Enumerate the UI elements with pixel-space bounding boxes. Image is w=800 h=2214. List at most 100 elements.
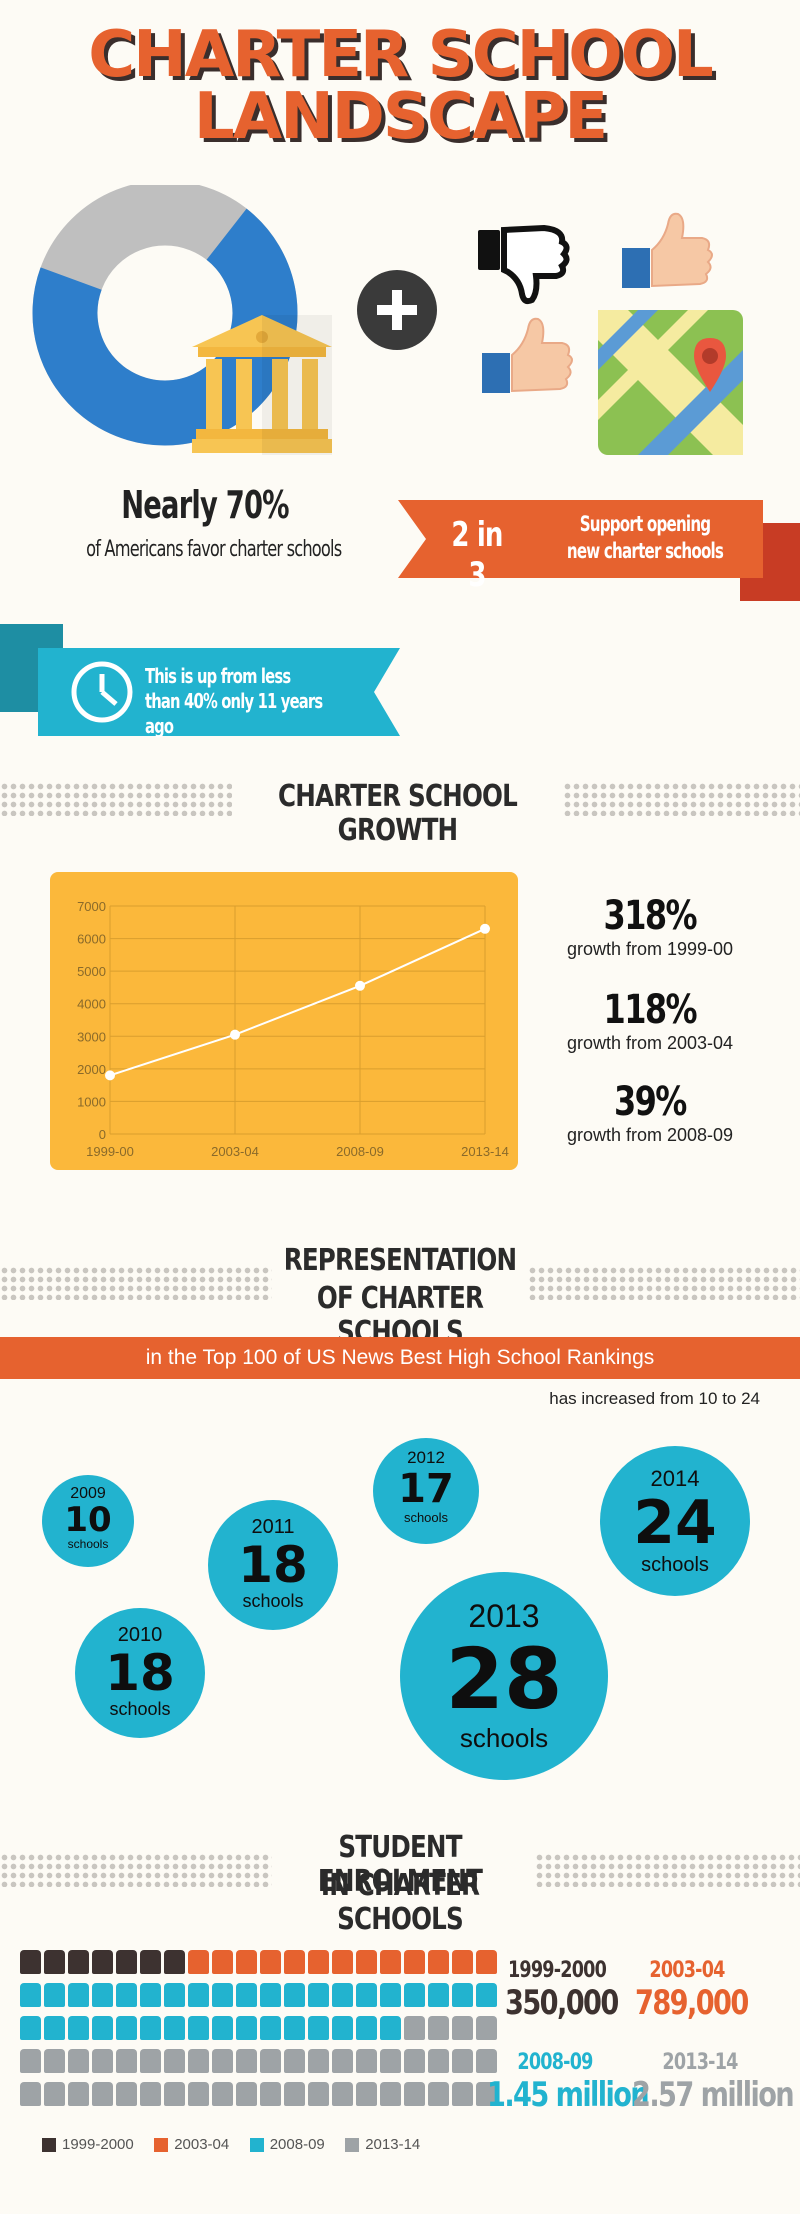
student-icon (92, 1950, 113, 1974)
student-icon (476, 2082, 497, 2106)
legend-item: 2003-04 (154, 2136, 229, 2153)
student-icon (140, 2049, 161, 2073)
growth-stat: 39% growth from 2008-09 (540, 1079, 760, 1146)
y-tick-label: 6000 (77, 932, 106, 947)
section-divider-dots (0, 1853, 272, 1887)
legend-swatch (42, 2137, 56, 2152)
student-icon (380, 2016, 401, 2040)
bubble-count: 18 (105, 1644, 175, 1702)
ranking-bubble-2012: 2012 17 schools (373, 1438, 479, 1544)
data-point (355, 980, 365, 991)
student-icon (284, 2016, 305, 2040)
student-icon (44, 1950, 65, 1974)
student-icon (116, 1983, 137, 2007)
student-icon (404, 2082, 425, 2106)
rankings-banner: in the Top 100 of US News Best High Scho… (0, 1337, 800, 1379)
ranking-bubble-2011: 2011 18 schools (208, 1500, 338, 1630)
bubble-year: 2009 (70, 1485, 106, 1502)
student-icon (20, 1983, 41, 2007)
student-icon (452, 1983, 473, 2007)
bubble-unit: schools (403, 1510, 449, 1525)
legend-label: 2003-04 (174, 2136, 230, 2153)
enrolment-value: 1.45 million (487, 2075, 650, 2115)
student-icon (68, 2082, 89, 2106)
ranking-bubble-2010: 2010 18 schools (75, 1608, 205, 1738)
bubble-year: 2010 (117, 1624, 163, 1646)
growth-stat-value: 318% (603, 893, 698, 939)
student-icon (212, 1950, 233, 1974)
bubble-unit: schools (641, 1554, 709, 1576)
y-tick-label: 4000 (77, 997, 106, 1012)
legend-label: 2008-09 (269, 2136, 325, 2153)
bubble-year: 2011 (251, 1516, 295, 1538)
student-icon (284, 2082, 305, 2106)
thumbs-down-icon (478, 224, 570, 305)
y-tick-label: 1000 (77, 1094, 106, 1109)
bubble-unit: schools (242, 1591, 304, 1611)
enrolment-stat: 1999-2000 350,000 (492, 1958, 622, 2023)
student-icon (380, 1983, 401, 2007)
student-icon (428, 2082, 449, 2106)
x-tick-label: 1999-00 (86, 1144, 134, 1159)
student-icon (332, 1983, 353, 2007)
growth-stat-label: growth from 1999-00 (566, 939, 734, 959)
ranking-bubble-2014: 2014 24 schools (600, 1446, 750, 1596)
legend-item: 2013-14 (345, 2136, 420, 2153)
section-divider-dots (528, 1266, 800, 1300)
student-icon (164, 1983, 185, 2007)
support-caption: Support opening new charter schools (566, 512, 724, 563)
student-icon (20, 2082, 41, 2106)
student-icon (380, 1950, 401, 1974)
student-icon (476, 2016, 497, 2040)
student-icon (68, 2049, 89, 2073)
student-icon (212, 2082, 233, 2106)
enrolment-value: 789,000 (635, 1983, 749, 2023)
legend-swatch (154, 2137, 169, 2152)
student-icon (404, 2049, 425, 2073)
page-title-line2: LANDSCAPE (193, 80, 608, 154)
legend-label: 2013-14 (365, 2136, 421, 2153)
student-icon (332, 1950, 353, 1974)
student-icon (452, 2082, 473, 2106)
student-icon (188, 1950, 209, 1974)
ranking-bubble-2009: 2009 10 schools (42, 1475, 134, 1567)
student-icon (116, 2016, 137, 2040)
y-tick-label: 5000 (77, 964, 106, 979)
bubble-count: 24 (633, 1488, 717, 1558)
enrolment-icon-grid (20, 1950, 500, 2115)
student-icon (20, 2016, 41, 2040)
student-icon (236, 2082, 257, 2106)
enrolment-stat: 2008-09 1.45 million (470, 2050, 650, 2115)
student-icon (308, 2049, 329, 2073)
student-icon (236, 2016, 257, 2040)
bubble-unit: schools (109, 1699, 171, 1719)
student-icon (428, 1983, 449, 2007)
student-icon (356, 1950, 377, 1974)
x-tick-label: 2003-04 (211, 1144, 259, 1159)
student-icon (284, 1983, 305, 2007)
enrolment-legend: 1999-2000 2003-04 2008-09 2013-14 (42, 2136, 742, 2157)
student-icon (188, 1983, 209, 2007)
legend-item: 1999-2000 (42, 2136, 134, 2153)
growth-stat: 118% growth from 2003-04 (540, 987, 760, 1054)
student-icon (140, 1983, 161, 2007)
section-title-enrolment-line1: STUDENT ENROLMENT (317, 1830, 483, 1899)
student-icon (140, 1950, 161, 1974)
enrolment-value: 2.57 million (632, 2075, 795, 2115)
y-tick-label: 0 (99, 1127, 106, 1142)
enrolment-year: 1999-2000 (507, 1958, 607, 1983)
student-icon (260, 1983, 281, 2007)
student-icon (356, 1983, 377, 2007)
section-title-enrolment-line2: IN CHARTER SCHOOLS (320, 1868, 480, 1937)
legend-label: 1999-2000 (62, 2136, 134, 2153)
student-icon (164, 1950, 185, 1974)
student-icon (452, 2049, 473, 2073)
y-tick-label: 7000 (77, 899, 106, 914)
y-tick-label: 3000 (77, 1029, 106, 1044)
section-divider-dots (0, 1266, 272, 1300)
student-icon (116, 2082, 137, 2106)
bubble-year: 2012 (407, 1448, 445, 1467)
data-point (480, 923, 490, 934)
student-icon (476, 1950, 497, 1974)
student-icon (260, 1950, 281, 1974)
